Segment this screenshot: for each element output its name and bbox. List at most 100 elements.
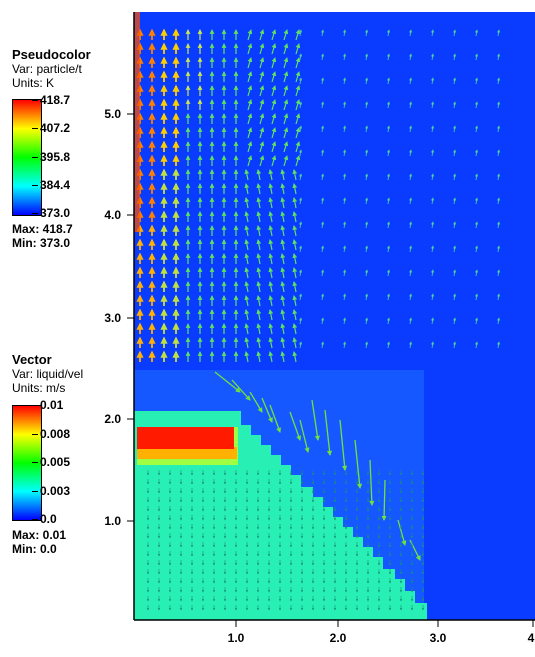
x-tick-label: 2.0 bbox=[330, 631, 347, 645]
velocity-arrow bbox=[431, 245, 435, 253]
velocity-arrow bbox=[271, 155, 277, 167]
velocity-arrow bbox=[387, 29, 391, 37]
velocity-arrow bbox=[497, 149, 501, 157]
velocity-arrow bbox=[453, 269, 457, 277]
velocity-arrow bbox=[321, 341, 325, 349]
velocity-arrow bbox=[256, 225, 262, 237]
velocity-arrow bbox=[299, 53, 303, 61]
velocity-arrow bbox=[271, 113, 277, 125]
velocity-arrow bbox=[453, 245, 457, 253]
velocity-arrow bbox=[268, 239, 274, 251]
velocity-arrow bbox=[280, 183, 286, 195]
velocity-arrow bbox=[409, 125, 413, 133]
legend-variable: Var: liquid/vel bbox=[12, 367, 84, 381]
velocity-arrow bbox=[453, 197, 457, 205]
x-tick-label: 3.0 bbox=[430, 631, 447, 645]
velocity-arrow bbox=[475, 269, 479, 277]
velocity-arrow bbox=[475, 77, 479, 85]
velocity-arrow bbox=[299, 125, 303, 133]
velocity-arrow bbox=[409, 269, 413, 277]
temperature-tick: 395.8 bbox=[31, 150, 71, 164]
velocity-arrow bbox=[247, 57, 253, 69]
velocity-arrow bbox=[453, 149, 457, 157]
velocity-arrow bbox=[256, 295, 262, 307]
velocity-arrow bbox=[497, 221, 501, 229]
velocity-arrow bbox=[431, 101, 435, 109]
velocity-arrow bbox=[321, 173, 325, 181]
velocity-arrow bbox=[271, 43, 277, 55]
velocity-arrow bbox=[343, 245, 347, 253]
velocity-arrow bbox=[497, 341, 501, 349]
velocity-arrow bbox=[295, 85, 301, 97]
velocity-arrow bbox=[244, 281, 250, 293]
velocity-arrow bbox=[365, 125, 369, 133]
velocity-arrow bbox=[409, 77, 413, 85]
pseudocolor-legend: Pseudocolor Var: particle/t Units: K bbox=[12, 48, 132, 91]
velocity-arrow bbox=[259, 29, 265, 41]
velocity-arrow bbox=[280, 197, 286, 209]
velocity-arrow bbox=[431, 149, 435, 157]
velocity-arrow bbox=[475, 221, 479, 229]
velocity-arrow bbox=[244, 239, 250, 251]
velocity-arrow bbox=[244, 197, 250, 209]
x-tick-group-3: 3.0 bbox=[430, 620, 447, 645]
velocity-arrow bbox=[365, 317, 369, 325]
velocity-arrow bbox=[409, 221, 413, 229]
hot-block bbox=[137, 427, 234, 449]
velocity-arrow bbox=[409, 29, 413, 37]
velocity-arrow bbox=[354, 439, 363, 490]
velocity-arrow bbox=[387, 269, 391, 277]
velocity-arrow bbox=[321, 197, 325, 205]
x-tick-label: 4 bbox=[528, 631, 535, 645]
velocity-arrow bbox=[256, 183, 262, 195]
velocity-arrow bbox=[271, 57, 277, 69]
temperature-min: Min: 373.0 bbox=[12, 236, 71, 250]
velocity-arrow bbox=[475, 125, 479, 133]
temperature-max: Max: 418.7 bbox=[12, 222, 73, 236]
velocity-arrow bbox=[387, 53, 391, 61]
velocity-arrow bbox=[231, 379, 251, 401]
hot-block-orange bbox=[137, 447, 237, 459]
velocity-min: Min: 0.0 bbox=[12, 542, 57, 556]
velocity-arrow bbox=[343, 197, 347, 205]
velocity-tick: 0.005 bbox=[31, 455, 71, 469]
velocity-arrow bbox=[497, 53, 501, 61]
velocity-arrow bbox=[244, 253, 250, 265]
velocity-arrow bbox=[292, 323, 298, 335]
velocity-arrow bbox=[299, 293, 303, 301]
velocity-arrow bbox=[280, 267, 286, 279]
velocity-arrow bbox=[409, 149, 413, 157]
velocity-arrow bbox=[247, 141, 253, 153]
velocity-arrow bbox=[387, 125, 391, 133]
velocity-arrow bbox=[268, 309, 274, 321]
velocity-arrow bbox=[431, 269, 435, 277]
x-tick-label: 1.0 bbox=[228, 631, 245, 645]
legend-variable: Var: particle/t bbox=[12, 62, 82, 76]
velocity-arrow bbox=[497, 29, 501, 37]
velocity-arrow bbox=[409, 245, 413, 253]
velocity-arrow bbox=[268, 253, 274, 265]
velocity-arrow bbox=[292, 267, 298, 279]
velocity-arrow bbox=[295, 43, 301, 55]
velocity-arrow bbox=[259, 57, 265, 69]
velocity-arrow bbox=[475, 173, 479, 181]
velocity-arrow bbox=[292, 197, 298, 209]
velocity-arrow bbox=[283, 29, 289, 41]
velocity-arrow bbox=[295, 99, 301, 111]
velocity-arrow bbox=[299, 149, 303, 157]
velocity-arrow bbox=[256, 281, 262, 293]
velocity-arrow bbox=[259, 113, 265, 125]
velocity-arrow bbox=[365, 101, 369, 109]
velocity-arrow bbox=[292, 351, 298, 363]
y-tick-label: 3.0 bbox=[104, 311, 121, 325]
velocity-arrow bbox=[283, 113, 289, 125]
legend-units: Units: K bbox=[12, 76, 55, 90]
velocity-arrow bbox=[431, 221, 435, 229]
y-tick-label: 1.0 bbox=[104, 514, 121, 528]
velocity-arrow bbox=[268, 197, 274, 209]
velocity-arrow bbox=[259, 141, 265, 153]
velocity-arrow bbox=[280, 309, 286, 321]
velocity-arrow bbox=[497, 125, 501, 133]
velocity-arrow bbox=[343, 125, 347, 133]
velocity-arrow bbox=[475, 317, 479, 325]
